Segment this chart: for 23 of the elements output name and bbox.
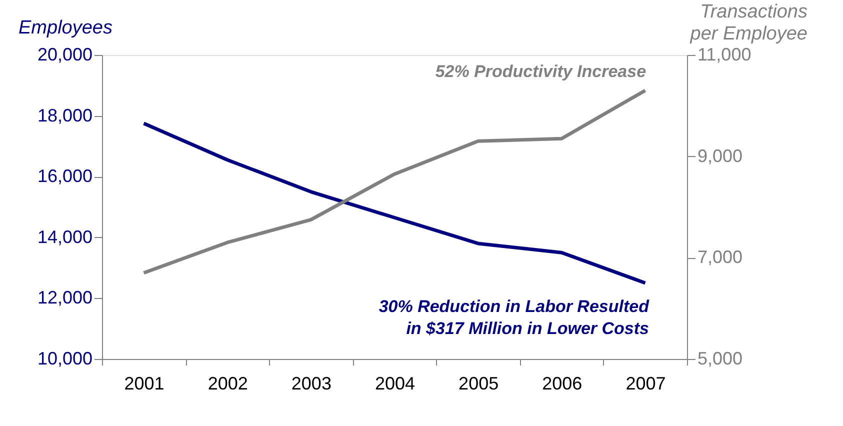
- y-tick-label: 18,000: [37, 105, 92, 126]
- line-series: [142, 122, 647, 285]
- line-series: [142, 88, 647, 275]
- y-tick-label: 20,000: [37, 44, 92, 64]
- x-tick-label: 2003: [291, 374, 332, 394]
- y-tick-label: 10,000: [37, 348, 92, 368]
- y2-tick-label: 5,000: [698, 348, 743, 368]
- y2-tick-label: 7,000: [698, 247, 743, 268]
- x-tick-label: 2002: [208, 374, 248, 394]
- x-tick-label: 2004: [374, 374, 416, 394]
- y2-tick-label: 11,000: [698, 44, 752, 64]
- y-axis-title: Employees: [18, 18, 113, 38]
- x-tick-label: 2001: [124, 374, 164, 394]
- y-tick-label: 16,000: [37, 166, 92, 186]
- y2-tick-label: 9,000: [698, 146, 743, 166]
- y2-axis-title: Transactions per Employee: [689, 2, 808, 44]
- x-tick-label: 2007: [626, 374, 666, 394]
- x-tick-label: 2005: [458, 374, 499, 394]
- annotation: 30% Reduction in Labor Resulted in $317 Million in Lower Costs: [378, 297, 650, 338]
- x-tick-label: 2006: [542, 374, 582, 394]
- annotation: 52% Productivity Increase: [435, 62, 646, 81]
- y-tick-label: 12,000: [37, 288, 92, 308]
- y-tick-label: 14,000: [37, 226, 92, 247]
